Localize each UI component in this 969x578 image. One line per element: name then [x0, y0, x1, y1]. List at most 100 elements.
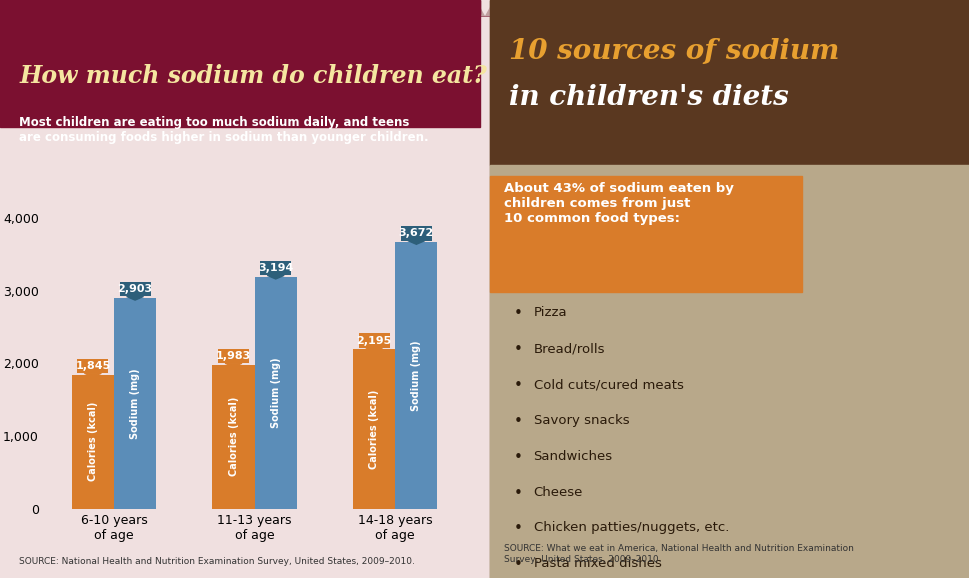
Text: SOURCE: National Health and Nutrition Examination Survey, United States, 2009–20: SOURCE: National Health and Nutrition Ex…	[19, 557, 415, 566]
FancyBboxPatch shape	[400, 226, 431, 240]
Polygon shape	[155, 0, 174, 17]
Polygon shape	[407, 0, 426, 17]
Polygon shape	[717, 0, 736, 17]
FancyBboxPatch shape	[119, 282, 150, 297]
Polygon shape	[620, 0, 640, 17]
Text: •: •	[514, 486, 522, 501]
Polygon shape	[19, 0, 39, 17]
Text: Pizza: Pizza	[533, 306, 567, 319]
Polygon shape	[465, 0, 484, 17]
Text: 3,194: 3,194	[258, 263, 293, 273]
Polygon shape	[0, 0, 19, 17]
Text: Bread/rolls: Bread/rolls	[533, 342, 605, 355]
Polygon shape	[267, 275, 284, 279]
Text: Cold cuts/cured meats: Cold cuts/cured meats	[533, 378, 683, 391]
Text: 10 sources of sodium: 10 sources of sodium	[509, 38, 839, 65]
Polygon shape	[930, 0, 950, 17]
Text: •: •	[514, 414, 522, 429]
Polygon shape	[775, 0, 795, 17]
Polygon shape	[127, 297, 143, 300]
Polygon shape	[39, 0, 58, 17]
Text: 1,845: 1,845	[76, 361, 110, 371]
Polygon shape	[698, 0, 717, 17]
Polygon shape	[814, 0, 833, 17]
FancyBboxPatch shape	[260, 261, 291, 275]
FancyBboxPatch shape	[359, 334, 390, 348]
Polygon shape	[365, 348, 382, 351]
Polygon shape	[116, 0, 136, 17]
Polygon shape	[833, 0, 853, 17]
Polygon shape	[891, 0, 911, 17]
Text: Calories (kcal): Calories (kcal)	[369, 390, 379, 469]
FancyBboxPatch shape	[218, 349, 249, 363]
Text: •: •	[514, 342, 522, 357]
Polygon shape	[543, 0, 562, 17]
Polygon shape	[349, 0, 368, 17]
Polygon shape	[950, 0, 969, 17]
Bar	[394, 242, 437, 509]
Text: •: •	[514, 557, 522, 572]
Polygon shape	[291, 0, 310, 17]
Bar	[72, 375, 113, 509]
Text: SOURCE: What we eat in America, National Health and Nutrition Examination
Survey: SOURCE: What we eat in America, National…	[504, 544, 854, 564]
Polygon shape	[426, 0, 446, 17]
Polygon shape	[78, 0, 97, 17]
Text: Sandwiches: Sandwiches	[533, 450, 612, 462]
Bar	[212, 365, 254, 509]
Polygon shape	[84, 373, 101, 377]
Polygon shape	[581, 0, 601, 17]
FancyBboxPatch shape	[78, 359, 109, 373]
Polygon shape	[213, 0, 233, 17]
Text: 2,903: 2,903	[117, 284, 152, 294]
Text: Cheese: Cheese	[533, 486, 582, 498]
Text: Calories (kcal): Calories (kcal)	[229, 397, 238, 476]
Polygon shape	[194, 0, 213, 17]
Bar	[113, 298, 156, 509]
Text: 3,672: 3,672	[398, 228, 433, 238]
Bar	[353, 349, 395, 509]
Polygon shape	[174, 0, 194, 17]
Polygon shape	[271, 0, 291, 17]
Polygon shape	[136, 0, 155, 17]
Text: 1,983: 1,983	[216, 351, 251, 361]
Polygon shape	[853, 0, 872, 17]
Text: How much sodium do children eat?: How much sodium do children eat?	[19, 64, 486, 88]
Polygon shape	[659, 0, 678, 17]
Text: in children's diets: in children's diets	[509, 84, 788, 111]
Polygon shape	[408, 240, 424, 244]
Polygon shape	[562, 0, 581, 17]
Polygon shape	[756, 0, 775, 17]
Polygon shape	[911, 0, 930, 17]
Polygon shape	[233, 0, 252, 17]
Polygon shape	[329, 0, 349, 17]
Polygon shape	[388, 0, 407, 17]
Polygon shape	[252, 0, 271, 17]
Polygon shape	[58, 0, 78, 17]
Text: Pasta mixed dishes: Pasta mixed dishes	[533, 557, 661, 570]
Polygon shape	[368, 0, 388, 17]
Polygon shape	[736, 0, 756, 17]
Text: Calories (kcal): Calories (kcal)	[88, 402, 98, 481]
Polygon shape	[523, 0, 543, 17]
Text: Sodium (mg): Sodium (mg)	[411, 340, 421, 411]
Text: 2,195: 2,195	[357, 336, 391, 346]
Polygon shape	[97, 0, 116, 17]
Text: Chicken patties/nuggets, etc.: Chicken patties/nuggets, etc.	[533, 521, 728, 534]
Polygon shape	[872, 0, 891, 17]
Text: •: •	[514, 378, 522, 393]
Bar	[254, 277, 297, 509]
Polygon shape	[504, 0, 523, 17]
Text: Savory snacks: Savory snacks	[533, 414, 629, 427]
Polygon shape	[310, 0, 329, 17]
Polygon shape	[446, 0, 465, 17]
Text: About 43% of sodium eaten by
children comes from just
10 common food types:: About 43% of sodium eaten by children co…	[504, 182, 734, 225]
Polygon shape	[601, 0, 620, 17]
Polygon shape	[640, 0, 659, 17]
Text: Most children are eating too much sodium daily, and teens
are consuming foods hi: Most children are eating too much sodium…	[19, 116, 428, 143]
Polygon shape	[225, 363, 241, 367]
Polygon shape	[795, 0, 814, 17]
Text: Sodium (mg): Sodium (mg)	[270, 357, 280, 428]
Text: •: •	[514, 450, 522, 465]
Text: •: •	[514, 306, 522, 321]
Text: Sodium (mg): Sodium (mg)	[130, 368, 140, 439]
